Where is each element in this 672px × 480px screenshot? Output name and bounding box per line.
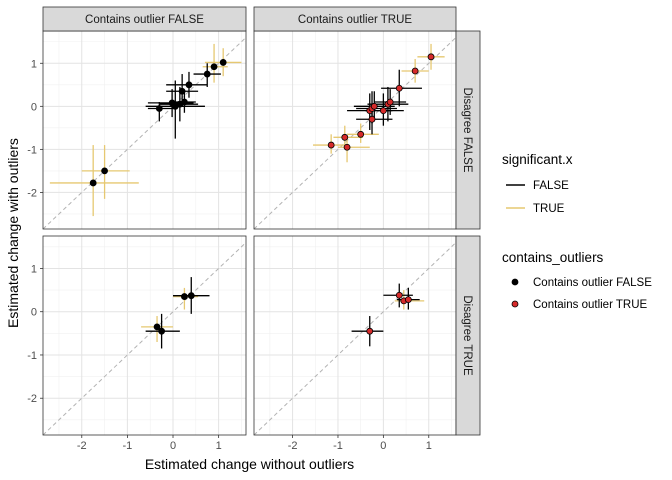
data-point [210, 63, 218, 71]
panel-r1-c0: -2 -1 0 1 -2 -1 0 1 [27, 235, 247, 452]
y-tick-label: -1 [27, 350, 37, 362]
data-point [370, 102, 378, 110]
y-tick-label: 0 [31, 101, 37, 113]
data-point [219, 59, 227, 66]
data-point [181, 293, 188, 300]
data-point [327, 141, 335, 149]
col-strip-0: Contains outlier FALSE [42, 6, 247, 32]
row-strip-label: Disagree TRUE [461, 295, 473, 376]
data-point [368, 115, 376, 123]
data-point [203, 70, 211, 78]
data-point [357, 130, 365, 138]
x-tick-label: 1 [426, 440, 432, 452]
x-tick-label: -1 [123, 440, 133, 452]
x-tick-label: -2 [288, 440, 298, 452]
col-strip-1: Contains outlier TRUE [253, 6, 457, 32]
data-point [185, 81, 193, 89]
col-strip-label: Contains outlier TRUE [298, 14, 413, 26]
legend-label: FALSE [533, 180, 569, 192]
y-tick-label: -2 [27, 187, 37, 199]
data-point [343, 143, 351, 151]
data-point [395, 84, 403, 92]
data-point [404, 296, 412, 303]
legend-significant: significant.x FALSE TRUE [502, 152, 573, 215]
data-point [386, 98, 394, 106]
data-point [379, 107, 387, 115]
panel-r0-c0: -2 -1 0 1 [27, 30, 247, 230]
col-strip-label: Contains outlier FALSE [85, 14, 204, 26]
reference-line [253, 37, 457, 230]
data-point [187, 292, 195, 300]
y-tick-label: 1 [31, 263, 37, 275]
legend-label: Contains outlier FALSE [533, 277, 652, 289]
legend-key-point [511, 278, 519, 286]
data-point [158, 327, 166, 335]
reference-line [253, 242, 457, 436]
data-point [411, 67, 419, 75]
panel-background [254, 236, 456, 435]
reference-line [42, 242, 247, 436]
x-tick-label: -1 [333, 440, 343, 452]
row-strip-label: Disagree FALSE [461, 87, 473, 172]
data-point [101, 167, 108, 175]
data-point [178, 87, 186, 95]
data-point [155, 105, 163, 112]
y-tick-label: -1 [27, 144, 37, 156]
x-tick-label: 0 [380, 440, 386, 452]
panel-background [254, 31, 456, 229]
y-tick-label: 1 [31, 58, 37, 70]
panel-background [43, 31, 246, 229]
data-point [341, 133, 349, 141]
legend-contains-outliers: contains_outliers Contains outlier FALSE… [502, 250, 652, 311]
data-point [181, 98, 188, 106]
row-strip-0: Disagree FALSE [455, 30, 481, 230]
data-point [89, 179, 97, 187]
x-tick-label: -2 [77, 440, 87, 452]
data-point [366, 327, 374, 335]
x-axis-title: Estimated change without outliers [145, 456, 354, 472]
legend-title: significant.x [502, 152, 573, 167]
panel-border [42, 235, 247, 436]
panel-r0-c1 [253, 30, 457, 230]
y-tick-label: -2 [27, 393, 37, 405]
x-tick-label: 1 [216, 440, 222, 452]
legend-key-point [511, 300, 519, 308]
legend-label: TRUE [533, 203, 565, 215]
x-tick-label: 0 [170, 440, 176, 452]
row-strip-1: Disagree TRUE [455, 235, 481, 436]
legend-label: Contains outlier TRUE [533, 299, 648, 311]
panel-r1-c1: -2 -1 0 1 [253, 235, 457, 452]
legend-title: contains_outliers [502, 250, 604, 265]
panels: -2 -1 0 1 -2 -1 0 1 -2 -1 0 1 -2 -1 0 1 [27, 30, 457, 452]
data-point [153, 323, 161, 331]
y-axis-title: Estimated change with outliers [5, 138, 21, 328]
data-point [395, 291, 403, 299]
panel-background [43, 236, 246, 435]
y-tick-label: 0 [31, 307, 37, 319]
data-point [427, 53, 435, 61]
